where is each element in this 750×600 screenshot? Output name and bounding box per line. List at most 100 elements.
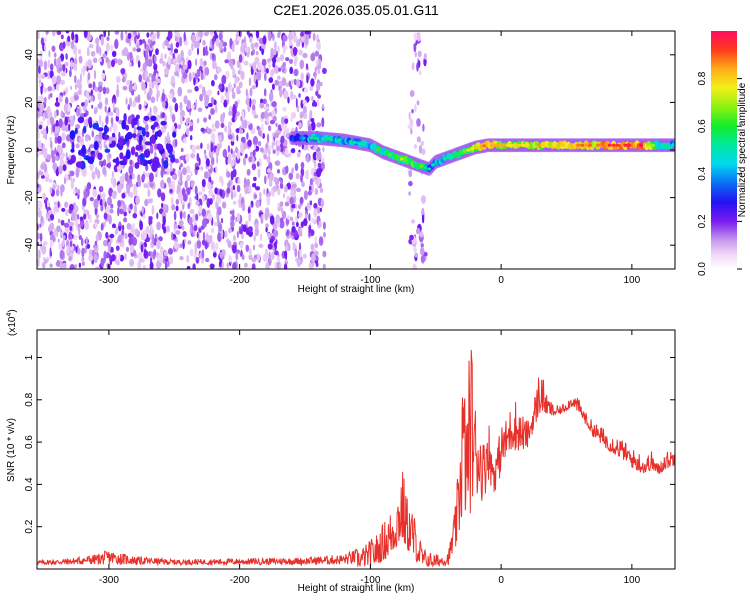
spectrogram-noise-cell (238, 128, 244, 134)
y-tick-label: 20 (24, 96, 35, 108)
y-tick-label: 0.8 (24, 392, 35, 406)
spectrogram-noise-cell (300, 72, 304, 81)
spectrogram-noise-cell (147, 189, 151, 198)
spectrogram-noise-cell (58, 67, 63, 72)
spectrogram-noise-cell (259, 191, 262, 199)
spectrogram-noise-cell (137, 178, 142, 187)
spectrogram-noise-cell (303, 190, 308, 201)
spectrogram-noise-cell (306, 75, 309, 84)
spectrogram-noise-cell (101, 72, 106, 79)
spectrogram-noise-cell (61, 132, 66, 141)
spectrogram-noise-cell (71, 141, 75, 151)
colorbar-tick-label: 0.8 (697, 71, 708, 85)
spectrogram-noise-cell (112, 191, 117, 196)
spectrogram-noise-cell (288, 39, 293, 47)
spectrogram-noise-cell (205, 257, 210, 263)
spectrogram-noise-cell (148, 73, 152, 78)
spectrogram-noise-cell (296, 79, 301, 88)
spectrogram-noise-cell (263, 105, 270, 111)
spectrogram-ridge-peak (501, 143, 506, 147)
x-tick-label: -100 (360, 575, 380, 586)
spectrogram-noise-cell (216, 155, 219, 165)
spectrogram-noise-cell (68, 123, 71, 132)
spectrogram-noise-cell (163, 250, 168, 256)
spectrogram-noise-cell (314, 50, 320, 57)
spectrogram-ridge-peak (525, 143, 530, 147)
spectrogram-noise-cell (167, 31, 173, 40)
spectrogram-noise-cell (253, 193, 258, 199)
spectrogram-noise-cell (106, 36, 110, 42)
spectrogram-noise-cell (284, 118, 289, 124)
spectrogram-noise-cell (227, 134, 233, 140)
spectrogram-noise-cell (165, 152, 170, 158)
spectrogram-noise-cell (48, 210, 53, 214)
spectrogram-noise-cell (159, 246, 164, 255)
spectrogram-noise-cell (111, 59, 115, 68)
spectrogram-noise-cell (308, 213, 311, 222)
spectrogram-noise-cell (226, 171, 231, 178)
spectrogram-noise-cell (143, 183, 148, 189)
spectrogram-noise-cell (137, 94, 141, 104)
spectrogram-noise-cell (60, 188, 63, 197)
spectrogram-noise-cell (54, 230, 59, 237)
colorbar-label: Normalized spectral amplitude (737, 82, 748, 217)
spectrogram-noise-cell (276, 256, 281, 263)
spectrogram-noise-cell (236, 36, 241, 42)
spectrogram-noise-cell (208, 114, 211, 120)
spectrogram-noise-cell (144, 141, 152, 146)
spectrogram-noise-cell (46, 125, 49, 135)
spectrogram-noise-cell (149, 182, 154, 188)
spectrogram-noise-cell (190, 180, 195, 189)
spectrogram-noise-cell (261, 48, 264, 56)
spectrogram-noise-cell (94, 86, 99, 93)
spectrogram-noise-cell (266, 168, 272, 174)
spectrogram-noise-cell (214, 104, 218, 114)
spectrogram-noise-cell (268, 178, 273, 187)
spectrogram-noise-cell (163, 226, 167, 234)
spectrogram-noise-cell (308, 33, 311, 39)
spectrogram-noise-cell (65, 87, 68, 95)
spectrogram-noise-cell (277, 45, 280, 53)
spectrogram-noise-cell (201, 208, 206, 217)
spectrogram-noise-cell (229, 38, 233, 47)
spectrogram-noise-cell (153, 55, 157, 63)
spectrogram-noise-cell (174, 31, 180, 38)
spectrogram-noise-cell (205, 45, 208, 52)
spectrogram-noise-cell (195, 58, 198, 66)
spectrogram-noise-cell (232, 262, 237, 269)
spectrogram-noise-cell (180, 147, 184, 153)
spectrogram-noise-cell (185, 118, 188, 128)
spectrogram-noise-cell (69, 264, 75, 269)
spectrogram-noise-cell (159, 58, 163, 64)
spectrogram-noise-cell (115, 226, 119, 235)
spectrogram-noise-cell (105, 56, 110, 64)
spectrogram-noise-cell (143, 115, 150, 122)
spectrogram-noise-cell (119, 152, 124, 160)
spectrogram-noise-cell (198, 191, 203, 196)
spectrogram-noise-cell (416, 100, 420, 106)
spectrogram-noise-cell (140, 243, 144, 253)
spectrogram-noise-cell (156, 212, 159, 220)
spectrogram-noise-cell (416, 136, 421, 143)
spectrogram-noise-cell (38, 124, 43, 130)
spectrogram-noise-cell (85, 136, 89, 142)
spectrogram-noise-cell (49, 247, 52, 257)
spectrogram-noise-cell (228, 227, 232, 234)
spectrogram-noise-cell (316, 122, 322, 128)
spectrogram-noise-cell (70, 148, 75, 153)
spectrogram-noise-cell (237, 177, 241, 185)
spectrogram-noise-cell (274, 261, 277, 269)
spectrogram-noise-cell (291, 221, 295, 226)
spectrogram-noise-cell (90, 89, 94, 96)
spectrogram-noise-cell (64, 201, 69, 208)
spectrogram-noise-cell (252, 244, 256, 251)
spectrogram-noise-cell (195, 99, 198, 109)
spectrogram-noise-cell (54, 101, 60, 107)
spectrogram-noise-cell (271, 251, 275, 260)
snr-scale-exponent: 4 (6, 313, 13, 317)
spectrogram-noise-cell (205, 233, 209, 241)
spectrogram-noise-cell (109, 254, 112, 263)
spectrogram-noise-cell (143, 149, 151, 158)
spectrogram-noise-cell (200, 127, 205, 132)
spectrogram-noise-cell (105, 206, 110, 211)
